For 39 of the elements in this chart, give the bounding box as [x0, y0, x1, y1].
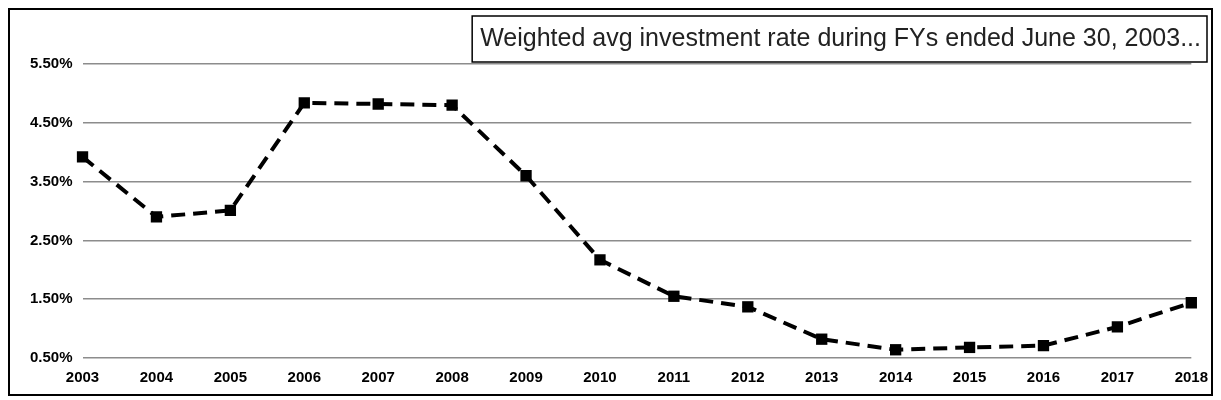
point — [963, 341, 976, 354]
point — [298, 97, 310, 109]
y-tick-label: 5.50% — [29, 54, 73, 72]
point — [520, 170, 532, 182]
x-tick-label: 2015 — [952, 368, 987, 386]
point — [150, 211, 163, 223]
x-tick-label: 2013 — [805, 368, 839, 386]
y-tick-label: 2.50% — [29, 230, 73, 248]
point — [372, 98, 384, 110]
x-tick-label: 2010 — [583, 368, 617, 386]
x-tick-label: 2007 — [361, 368, 395, 386]
x-tick-label: 2006 — [287, 368, 321, 386]
y-tick-label: 0.50% — [29, 348, 73, 366]
point — [668, 290, 680, 302]
point — [76, 151, 89, 163]
x-tick-label: 2014 — [878, 368, 913, 386]
x-tick-label: 2008 — [435, 368, 469, 386]
x-tick-label: 2004 — [139, 368, 174, 386]
point — [816, 333, 828, 345]
point — [594, 254, 606, 266]
x-tick-label: 2012 — [731, 368, 765, 386]
x-tick-label: 2011 — [657, 368, 691, 386]
point — [1185, 297, 1197, 309]
x-tick-label: 2003 — [65, 368, 100, 386]
y-tick-label: 1.50% — [29, 289, 73, 307]
x-tick-label: 2009 — [509, 368, 543, 386]
x-tick-label: 2018 — [1174, 368, 1208, 386]
point — [224, 204, 237, 217]
y-tick-label: 3.50% — [29, 171, 73, 189]
point — [1037, 340, 1050, 352]
x-tick-label: 2005 — [213, 368, 248, 386]
point — [446, 99, 458, 111]
x-tick-label: 2016 — [1026, 368, 1061, 386]
point — [742, 301, 754, 313]
x-tick-label: 2017 — [1100, 368, 1135, 386]
y-tick-label: 4.50% — [29, 112, 73, 130]
point — [889, 344, 902, 356]
point — [1111, 321, 1124, 333]
chart-title: Weighted avg investment rate during FYs ended June 30, 2003... — [480, 22, 1201, 51]
